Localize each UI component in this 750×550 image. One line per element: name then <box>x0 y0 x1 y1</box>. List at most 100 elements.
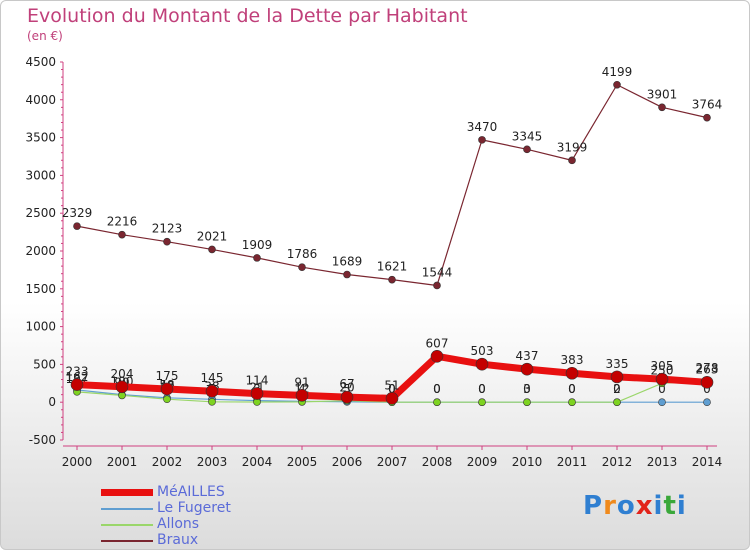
data-label-m-ailles: 204 <box>111 367 134 381</box>
data-label-m-ailles: 503 <box>471 344 494 358</box>
data-label-m-ailles: 51 <box>384 378 399 392</box>
data-label-braux: 3345 <box>512 129 543 143</box>
data-label-braux: 1909 <box>242 238 273 252</box>
data-label-braux: 3470 <box>467 120 498 134</box>
y-tick-label: 500 <box>33 357 56 371</box>
x-tick-label: 2011 <box>557 455 588 469</box>
x-tick-label: 2012 <box>602 455 633 469</box>
data-label-m-ailles: 383 <box>561 353 584 367</box>
data-point-m-ailles <box>610 370 624 384</box>
data-label-m-ailles: 233 <box>66 365 89 379</box>
data-point-allons <box>208 398 216 406</box>
data-point-braux <box>343 270 351 279</box>
data-point-braux <box>658 103 666 112</box>
y-tick-label: 1500 <box>25 282 56 296</box>
data-label-braux: 1621 <box>377 260 408 274</box>
data-label-m-ailles: 91 <box>294 375 309 389</box>
legend-label: Le Fugeret <box>157 500 231 516</box>
x-tick-label: 2001 <box>107 455 138 469</box>
x-tick-label: 2009 <box>467 455 498 469</box>
x-tick-label: 2008 <box>422 455 453 469</box>
chart-unit: (en €) <box>27 29 63 43</box>
data-point-braux <box>523 145 531 154</box>
y-tick-label: 3000 <box>25 168 56 182</box>
data-point-m-ailles <box>160 382 174 396</box>
y-tick-label: -500 <box>29 433 56 447</box>
x-tick-label: 2014 <box>692 455 723 469</box>
data-label-le-fugeret: 0 <box>568 382 576 396</box>
data-label-m-ailles: 145 <box>201 371 224 385</box>
data-point-m-ailles <box>115 380 129 394</box>
data-label-m-ailles: 114 <box>246 374 269 388</box>
data-label-allons: 4 <box>298 382 306 396</box>
data-label-le-fugeret: 162 <box>66 370 89 384</box>
data-point-m-ailles <box>340 390 354 404</box>
legend-swatch <box>101 489 153 496</box>
x-tick-label: 2000 <box>62 455 93 469</box>
legend-swatch <box>101 540 153 542</box>
data-label-braux: 2021 <box>197 229 228 243</box>
data-label-braux: 4199 <box>602 65 633 79</box>
data-label-allons: 278 <box>696 361 719 375</box>
data-label-allons: 0 <box>388 382 396 396</box>
data-label-braux: 1786 <box>287 247 318 261</box>
legend-swatch <box>101 508 153 510</box>
x-tick-label: 2004 <box>242 455 273 469</box>
chart-title: Evolution du Montant de la Dette par Hab… <box>27 5 468 27</box>
data-point-allons <box>613 398 621 407</box>
legend-swatch <box>101 524 153 526</box>
data-point-allons <box>568 398 576 407</box>
data-label-braux: 2216 <box>107 215 138 229</box>
data-label-braux: 2329 <box>62 206 93 220</box>
data-point-m-ailles <box>655 372 669 386</box>
y-tick-label: 4500 <box>25 55 56 69</box>
data-label-allons: 2 <box>613 382 621 396</box>
x-tick-label: 2010 <box>512 455 543 469</box>
data-label-m-ailles: 175 <box>156 369 179 383</box>
data-label-allons: 20 <box>339 381 354 395</box>
data-label-le-fugeret: 0 <box>703 382 711 396</box>
x-tick-label: 2007 <box>377 455 408 469</box>
data-label-braux: 1689 <box>332 255 363 269</box>
y-tick-label: 1000 <box>25 320 56 334</box>
y-tick-label: 2500 <box>25 206 56 220</box>
data-label-m-ailles: 335 <box>606 357 629 371</box>
data-label-braux: 3901 <box>647 87 678 101</box>
data-point-m-ailles <box>70 378 84 391</box>
data-point-braux <box>208 245 216 254</box>
x-tick-label: 2006 <box>332 455 363 469</box>
data-label-le-fugeret: 0 <box>613 382 621 396</box>
data-label-allons: 0 <box>568 382 576 396</box>
data-point-m-ailles <box>565 366 579 380</box>
data-point-allons <box>433 398 441 407</box>
data-label-m-ailles: 305 <box>651 359 674 373</box>
data-point-braux <box>703 113 711 122</box>
legend-label: MéAILLES <box>157 484 225 500</box>
data-point-braux <box>478 136 486 144</box>
x-tick-label: 2002 <box>152 455 183 469</box>
data-label-le-fugeret: 5 <box>343 382 351 396</box>
data-point-m-ailles <box>250 387 264 400</box>
logo-letter: i <box>653 491 664 521</box>
data-label-le-fugeret: 0 <box>658 382 666 396</box>
data-label-m-ailles: 437 <box>516 349 539 363</box>
y-tick-label: 0 <box>48 395 56 409</box>
data-point-braux <box>118 230 126 239</box>
data-point-m-ailles <box>430 350 444 363</box>
data-label-braux: 3764 <box>692 98 723 112</box>
y-tick-label: 3500 <box>25 131 56 145</box>
logo-letter: t <box>663 491 677 521</box>
data-label-le-fugeret: 0 <box>433 382 441 396</box>
data-label-m-ailles: 263 <box>696 362 719 376</box>
y-tick-label: 4000 <box>25 93 56 107</box>
data-label-allons: 3 <box>523 382 531 396</box>
data-label-allons: 0 <box>433 382 441 396</box>
data-point-m-ailles <box>520 362 534 376</box>
data-point-braux <box>388 275 396 284</box>
logo-letter: r <box>603 491 617 521</box>
data-label-allons: 250 <box>651 363 674 377</box>
data-label-allons: 0 <box>478 382 486 396</box>
data-label-m-ailles: 67 <box>339 377 354 391</box>
